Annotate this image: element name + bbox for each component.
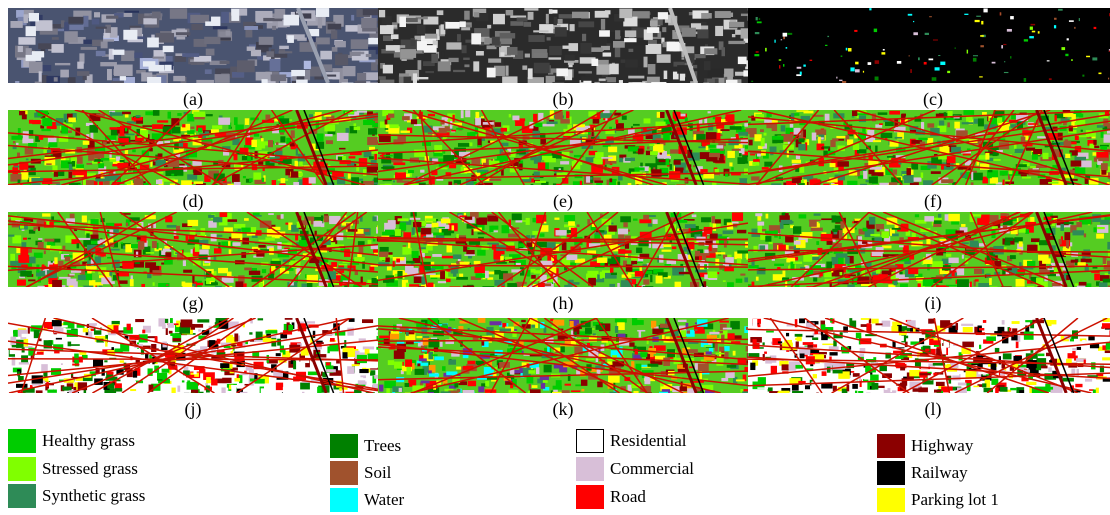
legend-label: Soil [364, 463, 391, 483]
panel-label-g: (g) [8, 294, 378, 312]
panel-f-classification-map [748, 110, 1110, 185]
panel-label-f: (f) [748, 192, 1110, 210]
panel-i-classification-map [748, 212, 1110, 287]
panel-label-a: (a) [8, 90, 378, 108]
legend-label: Synthetic grass [42, 486, 145, 506]
legend-item-parking-lot-1: Parking lot 1 [877, 485, 999, 515]
commercial-swatch [576, 457, 604, 481]
panel-g-classification-map [8, 212, 378, 287]
panel-label-k: (k) [378, 400, 748, 418]
legend-item-highway: Highway [877, 431, 973, 461]
panel-label-d: (d) [8, 192, 378, 210]
legend-label: Highway [911, 436, 973, 456]
soil-swatch [330, 461, 358, 485]
panel-label-i: (i) [748, 294, 1110, 312]
residential-swatch [576, 429, 604, 453]
legend-label: Healthy grass [42, 431, 135, 451]
legend-item-synthetic-grass: Synthetic grass [8, 481, 145, 511]
panel-k-classification-map [378, 318, 748, 393]
legend-label: Water [364, 490, 404, 510]
legend-label: Road [610, 487, 646, 507]
legend-item-road: Road [576, 482, 646, 512]
parking-lot-1-swatch [877, 488, 905, 512]
legend-item-soil: Soil [330, 458, 391, 488]
panel-e-classification-map [378, 110, 748, 185]
legend-item-stressed-grass: Stressed grass [8, 454, 138, 484]
healthy-grass-swatch [8, 429, 36, 453]
legend-item-water: Water [330, 485, 404, 515]
legend-item-trees: Trees [330, 431, 401, 461]
panel-h-classification-map [378, 212, 748, 287]
panel-d-classification-map [8, 110, 378, 185]
panel-a-rgb-image [8, 8, 378, 83]
railway-swatch [877, 461, 905, 485]
water-swatch [330, 488, 358, 512]
legend-item-residential: Residential [576, 426, 686, 456]
panel-label-l: (l) [748, 400, 1110, 418]
legend-label: Railway [911, 463, 968, 483]
panel-b-lidar-image [378, 8, 748, 83]
legend-label: Parking lot 1 [911, 490, 999, 510]
panel-label-j: (j) [8, 400, 378, 418]
panel-label-b: (b) [378, 90, 748, 108]
panel-label-h: (h) [378, 294, 748, 312]
legend-label: Residential [610, 431, 686, 451]
stressed-grass-swatch [8, 457, 36, 481]
road-swatch [576, 485, 604, 509]
panel-label-e: (e) [378, 192, 748, 210]
legend-item-railway: Railway [877, 458, 968, 488]
highway-swatch [877, 434, 905, 458]
synthetic-grass-swatch [8, 484, 36, 508]
panel-j-classification-map [8, 318, 378, 393]
legend-label: Trees [364, 436, 401, 456]
trees-swatch [330, 434, 358, 458]
panel-c-ground-truth-map [748, 8, 1110, 83]
panel-label-c: (c) [748, 90, 1110, 108]
legend-label: Commercial [610, 459, 694, 479]
panel-l-classification-map [748, 318, 1110, 393]
legend-item-healthy-grass: Healthy grass [8, 426, 135, 456]
legend-label: Stressed grass [42, 459, 138, 479]
legend-item-commercial: Commercial [576, 454, 694, 484]
